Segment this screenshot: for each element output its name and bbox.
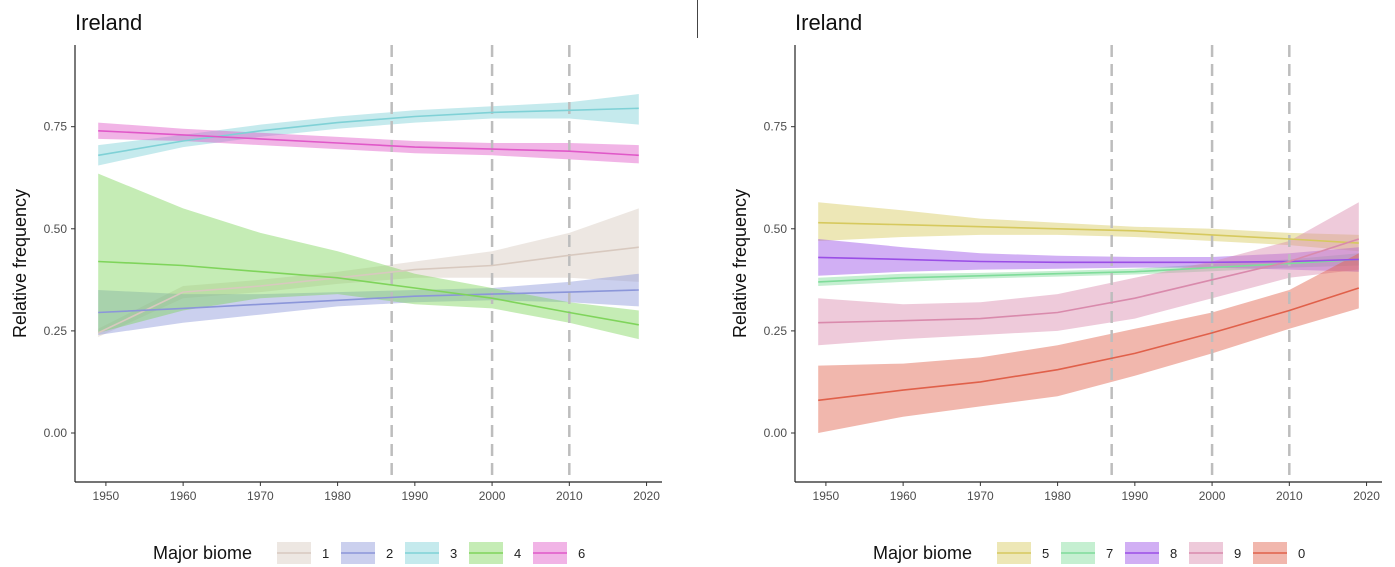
legend-label-0: 0 <box>1298 546 1305 561</box>
x-tick-label: 1950 <box>93 489 120 503</box>
line-series-5 <box>818 221 1359 244</box>
x-tick-label: 2020 <box>633 489 660 503</box>
y-tick-label: 0.25 <box>764 324 788 338</box>
legend-label-9: 9 <box>1234 546 1241 561</box>
x-tick-label: 1980 <box>324 489 351 503</box>
legend-label-3: 3 <box>450 546 457 561</box>
y-axis-label: Relative frequency <box>10 189 30 338</box>
y-tick-label: 0.50 <box>44 222 68 236</box>
x-tick-label: 2000 <box>479 489 506 503</box>
chart-panel-right: Ireland Relative frequency 0.00 0.25 0.50 0.7… <box>730 10 1382 564</box>
line-series-1 <box>97 246 639 334</box>
ribbon-series-5 <box>818 202 1359 252</box>
legend-title: Major biome <box>873 543 972 563</box>
x-tick-label: 2020 <box>1353 489 1380 503</box>
x-tick-label: 1970 <box>967 489 994 503</box>
y-axis-label: Relative frequency <box>730 189 750 338</box>
y-tick-label: 0.75 <box>44 120 68 134</box>
chart-panel-left: Ireland Relative frequency 0.00 0.25 0.50 0.7… <box>10 10 662 564</box>
ribbon-series-1 <box>98 208 639 337</box>
line-series-0 <box>818 287 1360 402</box>
y-tick-label: 0.00 <box>764 426 788 440</box>
line-series-8 <box>818 256 1359 264</box>
line-series-4 <box>98 260 639 326</box>
chart-title: Ireland <box>75 10 142 35</box>
x-tick-label: 1980 <box>1044 489 1071 503</box>
x-tick-label: 1990 <box>401 489 428 503</box>
legend-label-6: 6 <box>578 546 585 561</box>
chart-title: Ireland <box>795 10 862 35</box>
y-tick-label: 0.25 <box>44 324 68 338</box>
ribbon-series-7 <box>818 253 1359 286</box>
x-tick-label: 1960 <box>170 489 197 503</box>
ribbon-series-0 <box>818 253 1359 433</box>
ribbon-series-9 <box>818 202 1359 346</box>
legend-title: Major biome <box>153 543 252 563</box>
line-series-9 <box>818 238 1360 324</box>
y-tick-label: 0.75 <box>764 120 788 134</box>
ribbon-series-4 <box>98 173 639 340</box>
panel-divider <box>697 0 698 38</box>
line-series-6 <box>98 130 639 157</box>
x-tick-label: 2010 <box>556 489 583 503</box>
x-tick-label: 2000 <box>1199 489 1226 503</box>
line-series-3 <box>98 107 639 157</box>
x-tick-label: 1970 <box>247 489 274 503</box>
legend-label-5: 5 <box>1042 546 1049 561</box>
x-tick-label: 1950 <box>813 489 840 503</box>
legend-label-7: 7 <box>1106 546 1113 561</box>
legend-label-1: 1 <box>322 546 329 561</box>
y-tick-label: 0.50 <box>764 222 788 236</box>
x-tick-label: 1990 <box>1121 489 1148 503</box>
legend-label-2: 2 <box>386 546 393 561</box>
x-tick-label: 1960 <box>890 489 917 503</box>
ribbon-series-6 <box>98 122 639 164</box>
legend-label-8: 8 <box>1170 546 1177 561</box>
x-tick-label: 2010 <box>1276 489 1303 503</box>
line-series-2 <box>98 289 639 314</box>
legend-label-4: 4 <box>514 546 521 561</box>
y-tick-label: 0.00 <box>44 426 68 440</box>
ribbon-series-2 <box>98 273 639 335</box>
